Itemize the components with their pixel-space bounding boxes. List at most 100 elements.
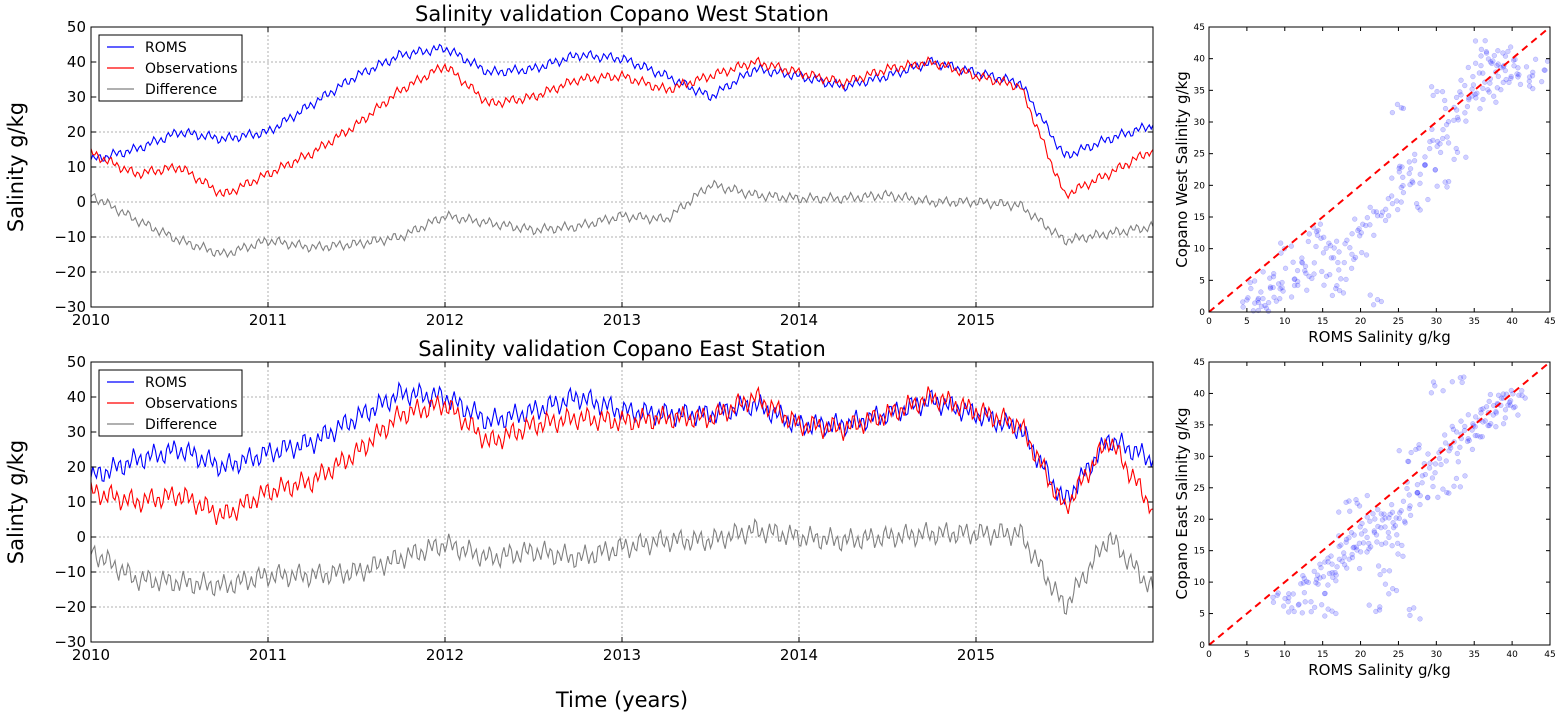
scatter-point (1491, 52, 1497, 59)
scatter-point (1544, 58, 1551, 64)
scatter-point (1288, 243, 1295, 249)
scatter-point (1483, 50, 1490, 56)
scatter-point (1485, 56, 1492, 62)
scatter-point (1430, 92, 1436, 99)
scatter-point (1383, 540, 1389, 546)
scatter-point (1453, 475, 1460, 482)
scatter-point (1422, 162, 1428, 169)
scatter-point (1472, 91, 1478, 97)
scatter-point (1390, 586, 1396, 592)
scatter-point (1461, 427, 1468, 434)
scatter-point (1348, 530, 1355, 536)
scatter-point (1478, 62, 1484, 69)
scatter-point (1451, 483, 1457, 489)
scatter-point (1291, 276, 1297, 282)
scatter-point (1454, 107, 1460, 113)
scatter-point (1502, 407, 1509, 413)
scatter-point (1480, 85, 1486, 92)
scatter-point (1326, 240, 1332, 246)
scatter-point (1516, 392, 1522, 398)
y-tick-label: 35 (1194, 421, 1205, 431)
plot-frame (1208, 26, 1551, 313)
scatter-point (1407, 166, 1414, 172)
scatter-point (1486, 89, 1492, 95)
scatter-point (1382, 581, 1389, 587)
scatter-point (1336, 509, 1342, 515)
scatter-point (1370, 511, 1376, 517)
scatter-point (1301, 590, 1308, 596)
scatter-point (1514, 71, 1520, 77)
legend-label: ROMS (145, 40, 187, 56)
scatter-point (1508, 73, 1514, 80)
scatter-point (1451, 156, 1457, 163)
scatter-point (1357, 524, 1363, 530)
scatter-point (1400, 498, 1407, 504)
scatter-point (1542, 67, 1548, 73)
scatter-point (1530, 85, 1536, 92)
x-tick-label: 25 (1393, 650, 1404, 660)
y-tick-label: 15 (1194, 213, 1205, 223)
scatter-point (1270, 274, 1277, 280)
x-tick-label: 35 (1468, 650, 1479, 660)
y-tick-label: −30 (54, 298, 86, 316)
x-axis-label: ROMS Salinity g/kg (1308, 328, 1451, 346)
scatter-point (1306, 273, 1312, 280)
x-tick-label: 2010 (72, 646, 110, 664)
scatter-point (1305, 238, 1311, 245)
scatter-point (1382, 217, 1389, 224)
scatter-point (1417, 493, 1423, 499)
scatter-point (1489, 60, 1495, 67)
scatter-point (1386, 591, 1392, 597)
scatter-point (1389, 543, 1395, 549)
scatter-point (1459, 379, 1465, 386)
scatter-point (1336, 556, 1343, 562)
scatter-point (1398, 508, 1404, 514)
scatter-point (1386, 568, 1393, 574)
scatter-point (1346, 498, 1352, 504)
scatter-point (1379, 541, 1385, 547)
scatter-point (1332, 569, 1338, 576)
scatter-point (1330, 574, 1336, 581)
scatter-point (1298, 581, 1304, 587)
scatter-point (1327, 243, 1334, 249)
scatter-point (1422, 162, 1428, 168)
scatter-point (1349, 251, 1355, 258)
scatter-point (1454, 114, 1461, 121)
scatter-point (1389, 193, 1395, 199)
scatter-point (1290, 591, 1296, 597)
series-line-difference (90, 179, 1154, 259)
scatter-point (1508, 387, 1514, 394)
scatter-point (1348, 265, 1355, 271)
scatter-point (1446, 448, 1452, 454)
scatter-point (1483, 49, 1489, 55)
scatter-point (1326, 570, 1333, 577)
scatter-point (1478, 53, 1484, 59)
scatter-point (1399, 164, 1405, 170)
scatter-point (1301, 575, 1307, 581)
scatter-point (1311, 260, 1317, 266)
scatter-point (1360, 221, 1366, 227)
scatter-point (1349, 554, 1356, 561)
scatter-point (1416, 445, 1422, 451)
scatter-point (1428, 390, 1435, 396)
scatter-point (1405, 458, 1411, 464)
scatter-point (1317, 561, 1323, 567)
series-line-difference (90, 518, 1154, 615)
scatter-point (1490, 412, 1496, 418)
scatter-point (1275, 590, 1281, 596)
scatter-point (1434, 88, 1440, 95)
scatter-point (1367, 518, 1373, 524)
y-tick-label: −20 (54, 263, 86, 281)
scatter-point (1502, 415, 1508, 421)
scatter-point (1406, 606, 1412, 613)
scatter-point (1299, 259, 1305, 265)
scatter-point (1255, 295, 1262, 302)
scatter-point (1417, 501, 1423, 508)
scatter-point (1483, 404, 1490, 410)
scatter-point (1359, 249, 1365, 256)
scatter-east-panel: 0 5 10 15 20 25 30 35 40 45 0 5 10 15 20 25 30 35 40 45 ROMS… (1173, 358, 1556, 679)
scatter-point (1351, 544, 1357, 550)
scatter-point (1493, 99, 1499, 105)
scatter-point (1443, 122, 1450, 128)
scatter-point (1425, 451, 1431, 457)
